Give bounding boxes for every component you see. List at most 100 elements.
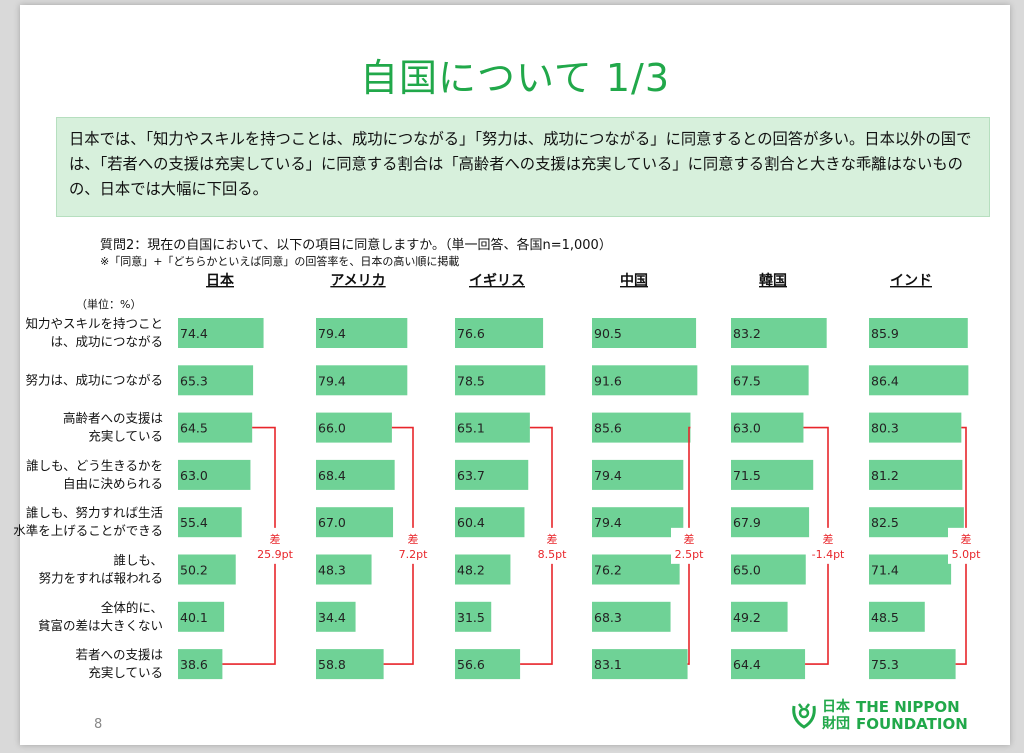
note-text: ※「同意」+「どちらかといえば同意」の回答率を、日本の高い順に掲載 — [100, 255, 460, 268]
bar — [178, 649, 223, 680]
bar — [178, 554, 236, 585]
page-number: 8 — [94, 717, 103, 732]
bar-value-label: 68.3 — [594, 610, 622, 625]
bar — [316, 601, 356, 632]
foundation-mark-icon — [792, 703, 816, 729]
bar-value-label: 78.5 — [457, 373, 485, 388]
country-header: 韓国 — [759, 272, 787, 289]
bar — [731, 554, 806, 585]
bar — [869, 365, 969, 396]
bar — [869, 554, 952, 585]
bar — [869, 459, 963, 490]
bar-value-label: 50.2 — [180, 563, 208, 578]
bar-value-label: 79.4 — [318, 326, 346, 341]
bar-value-label: 48.5 — [871, 610, 899, 625]
bracket-label-bg — [948, 527, 984, 564]
bar-value-label: 55.4 — [180, 515, 208, 530]
bar-value-label: 63.0 — [733, 421, 761, 436]
bar — [316, 554, 372, 585]
bar — [869, 412, 962, 443]
bar-value-label: 71.5 — [733, 468, 761, 483]
diff-value-label: 8.5pt — [538, 548, 567, 561]
bar — [455, 318, 544, 348]
bar — [592, 459, 684, 490]
country-header: イギリス — [469, 272, 525, 289]
bar-value-label: 56.6 — [457, 657, 485, 672]
bar-value-label: 34.4 — [318, 610, 346, 625]
bar — [178, 459, 251, 490]
diff-value-label: 25.9pt — [257, 548, 293, 561]
category-label: 努力は、成功につながる — [25, 372, 163, 387]
bar — [316, 318, 408, 348]
bracket-label-bg — [534, 527, 570, 564]
bar-value-label: 76.6 — [457, 326, 485, 341]
unit-label: （単位：%） — [76, 298, 142, 311]
diff-value-label: 7.2pt — [399, 548, 428, 561]
category-label: 誰しも、努力すれば生活水準を上げることができる — [13, 505, 163, 538]
bar-value-label: 79.4 — [318, 373, 346, 388]
category-label: 誰しも、どう生きるかを自由に決められる — [26, 458, 163, 491]
bracket-label-bg — [257, 527, 293, 564]
country-header: 中国 — [620, 272, 648, 289]
bar-value-label: 63.0 — [180, 468, 208, 483]
bracket-label-bg — [395, 527, 431, 564]
nippon-foundation-logo: 日本 財団 THE NIPPON FOUNDATION — [790, 696, 980, 738]
category-label: 全体的に、貧富の差は大きくない — [38, 600, 163, 633]
bar — [178, 365, 254, 396]
bar — [316, 365, 408, 396]
diff-char-label: 差 — [823, 532, 834, 546]
bar — [731, 459, 814, 490]
bar — [178, 507, 242, 538]
bar — [592, 318, 697, 348]
question-text: 質問2：現在の自国において、以下の項目に同意しますか。（単一回答、各国n=1,0… — [100, 238, 612, 253]
bar-value-label: 49.2 — [733, 610, 761, 625]
bar-value-label: 71.4 — [871, 563, 899, 578]
bar-value-label: 82.5 — [871, 515, 899, 530]
bar-value-label: 31.5 — [457, 610, 485, 625]
bar-value-label: 74.4 — [180, 326, 208, 341]
bar — [316, 507, 394, 538]
bar — [869, 601, 925, 632]
bar — [455, 649, 521, 680]
diff-char-label: 差 — [684, 532, 695, 546]
bracket-label-bg — [810, 527, 846, 564]
bar-value-label: 83.2 — [733, 326, 761, 341]
bar-value-label: 65.0 — [733, 563, 761, 578]
country-header: インド — [890, 273, 932, 289]
bar-value-label: 67.9 — [733, 515, 761, 530]
category-label: 知力やスキルを持つことは、成功につながる — [25, 316, 163, 349]
category-label: 若者への支援は充実している — [75, 647, 163, 680]
country-header: アメリカ — [330, 273, 385, 289]
bar — [731, 318, 827, 348]
bar-value-label: 65.1 — [457, 421, 485, 436]
bar — [869, 649, 956, 680]
bar — [316, 412, 392, 443]
bar — [316, 459, 395, 490]
bar — [178, 318, 264, 348]
bar-value-label: 60.4 — [457, 515, 485, 530]
logo-text-en: THE NIPPON FOUNDATION — [856, 698, 968, 733]
bar — [731, 412, 804, 443]
bar-value-label: 67.0 — [318, 515, 346, 530]
bar-value-label: 67.5 — [733, 373, 761, 388]
bar — [592, 554, 680, 585]
logo-text-jp: 日本 財団 — [822, 699, 850, 732]
diff-char-label: 差 — [961, 532, 972, 546]
bar — [731, 601, 788, 632]
bar-value-label: 76.2 — [594, 563, 622, 578]
bar — [455, 507, 525, 538]
bar — [178, 412, 253, 443]
bar — [592, 412, 691, 443]
diff-value-label: -1.4pt — [812, 548, 845, 561]
bar-value-label: 86.4 — [871, 373, 899, 388]
bar — [592, 601, 671, 632]
diff-char-label: 差 — [547, 532, 558, 546]
bar-value-label: 79.4 — [594, 468, 622, 483]
diff-value-label: 5.0pt — [952, 548, 981, 561]
bar — [178, 601, 225, 632]
bar-value-label: 85.9 — [871, 326, 899, 341]
bar-value-label: 48.2 — [457, 563, 485, 578]
bar-value-label: 63.7 — [457, 468, 485, 483]
category-label: 誰しも、努力をすれば報われる — [39, 553, 163, 586]
bar-value-label: 40.1 — [180, 610, 208, 625]
